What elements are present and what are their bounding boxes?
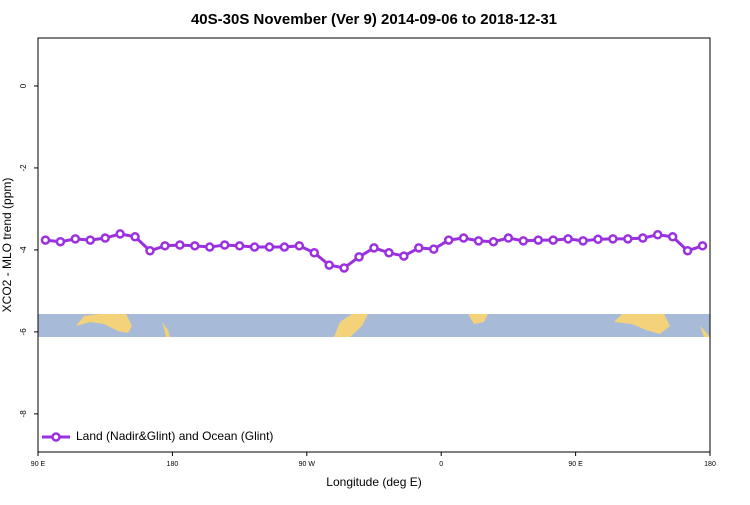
- data-point: [115, 229, 125, 239]
- x-tick-label: 90 E: [568, 461, 583, 468]
- data-point: [204, 242, 215, 252]
- data-point: [593, 234, 603, 245]
- y-tick-label: -2: [19, 164, 28, 172]
- data-point: [160, 241, 170, 251]
- data-point: [309, 248, 320, 258]
- data-point: [548, 235, 558, 245]
- data-point: [190, 241, 200, 251]
- x-tick-label: 0: [439, 461, 443, 468]
- y-tick-label: -6: [19, 328, 28, 336]
- data-point: [667, 232, 678, 242]
- x-tick-label: 180: [704, 461, 716, 468]
- data-point: [697, 241, 708, 251]
- data-point: [518, 236, 529, 246]
- data-point: [578, 236, 588, 246]
- y-tick-label: 0: [19, 83, 28, 88]
- data-point: [369, 243, 379, 253]
- data-point: [384, 248, 394, 258]
- y-tick-label: -8: [19, 410, 28, 418]
- data-point: [234, 241, 245, 251]
- data-point: [563, 234, 573, 244]
- data-point: [249, 242, 260, 252]
- data-point: [458, 233, 469, 243]
- data-point: [623, 234, 633, 244]
- data-point: [219, 240, 230, 250]
- plot-frame: [37, 37, 711, 453]
- data-point: [638, 233, 648, 243]
- data-point: [264, 242, 275, 252]
- data-point: [145, 245, 155, 256]
- data-point: [70, 234, 81, 244]
- data-point: [428, 244, 439, 254]
- data-point: [339, 263, 349, 273]
- data-point: [473, 236, 484, 246]
- x-tick-label: 90 E: [31, 461, 46, 468]
- data-point: [503, 233, 514, 243]
- data-point: [85, 235, 96, 245]
- data-point: [443, 235, 454, 245]
- data-point: [279, 242, 290, 252]
- y-tick-label: -4: [19, 246, 28, 254]
- data-point: [682, 245, 693, 256]
- data-point: [294, 241, 305, 251]
- y-axis-label: XCO2 - MLO trend (ppm): [0, 178, 14, 313]
- data-point: [175, 240, 185, 250]
- data-point: [488, 236, 499, 247]
- data-point: [40, 235, 51, 245]
- map-strip: [38, 314, 710, 337]
- data-point: [130, 232, 140, 242]
- legend-marker: [51, 432, 61, 442]
- data-point: [100, 233, 110, 243]
- data-point: [354, 252, 364, 262]
- data-point: [608, 234, 618, 244]
- data-point: [399, 251, 409, 261]
- x-tick-label: 90 W: [299, 461, 316, 468]
- x-tick-label: 180: [167, 461, 179, 468]
- data-point: [652, 230, 663, 240]
- data-point: [414, 243, 424, 253]
- data-point: [55, 236, 66, 247]
- data-point: [324, 260, 334, 270]
- x-axis-label: Longitude (deg E): [326, 475, 421, 489]
- legend-label: Land (Nadir&Glint) and Ocean (Glint): [76, 429, 273, 443]
- data-point: [533, 235, 544, 245]
- chart-title: 40S-30S November (Ver 9) 2014-09-06 to 2…: [191, 11, 557, 28]
